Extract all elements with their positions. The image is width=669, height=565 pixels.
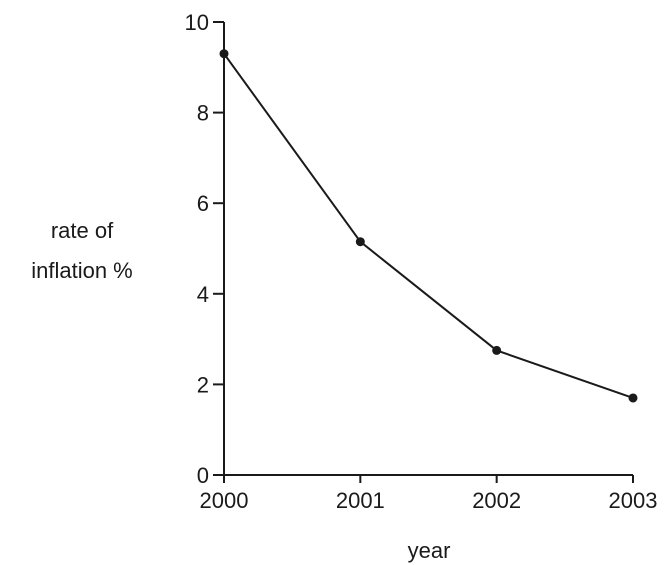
series-line — [223, 53, 634, 399]
x-axis-title: year — [408, 538, 451, 563]
x-tick-label: 2000 — [200, 488, 249, 513]
y-tick-label: 0 — [197, 463, 209, 488]
x-axis-ticks: 2000 2001 2002 2003 — [200, 475, 658, 513]
y-tick-label: 4 — [197, 282, 209, 307]
data-point — [628, 393, 638, 403]
y-axis-ticks: 0 2 4 6 8 10 — [185, 10, 224, 488]
y-axis-title-line1: rate of — [51, 218, 114, 243]
data-point — [492, 345, 502, 355]
y-tick-label: 2 — [197, 372, 209, 397]
y-tick-label: 8 — [197, 101, 209, 126]
data-point — [355, 237, 365, 247]
data-points — [219, 49, 638, 403]
x-tick-label: 2002 — [472, 488, 521, 513]
y-tick-label: 10 — [185, 10, 209, 35]
x-tick-label: 2001 — [336, 488, 385, 513]
y-tick-label: 6 — [197, 191, 209, 216]
data-point — [219, 49, 229, 59]
x-tick-label: 2003 — [609, 488, 658, 513]
y-axis-title-line2: inflation % — [31, 258, 133, 283]
